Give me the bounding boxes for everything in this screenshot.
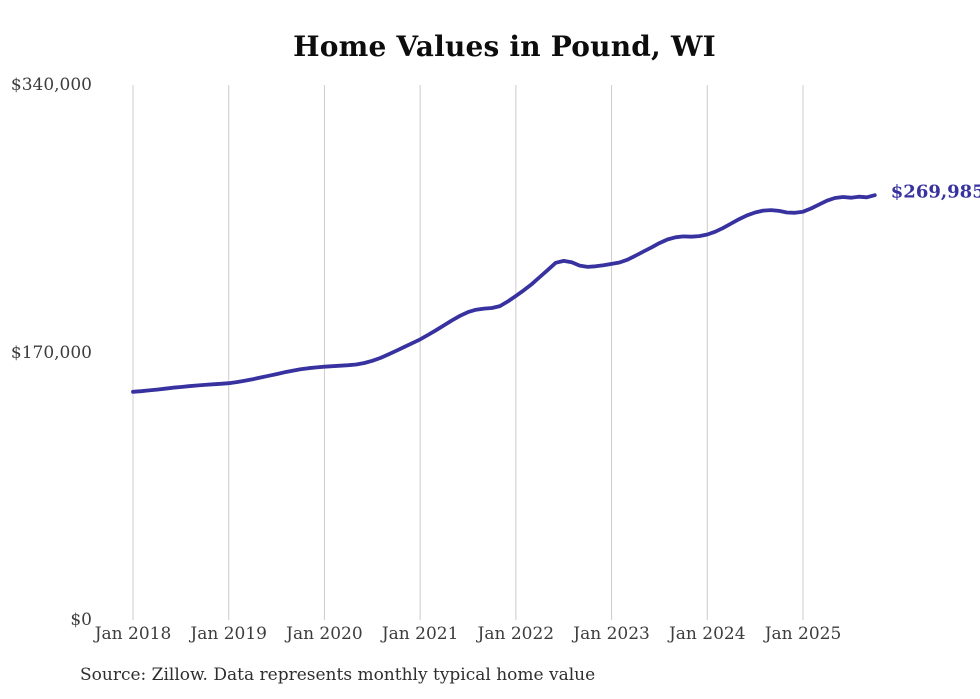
x-tick-label: Jan 2020 <box>286 624 363 644</box>
y-tick-label: $170,000 <box>10 342 92 363</box>
latest-value-label: $269,985 <box>890 181 980 203</box>
source-note: Source: Zillow. Data represents monthly … <box>80 665 596 685</box>
x-tick-label: Jan 2023 <box>573 624 650 644</box>
y-tick-label: $0 <box>70 610 92 630</box>
y-tick-label: $340,000 <box>10 75 92 95</box>
x-tick-label: Jan 2025 <box>764 624 842 644</box>
x-tick-label: Jan 2024 <box>668 624 746 644</box>
x-tick-label: Jan 2018 <box>94 624 172 644</box>
x-tick-label: Jan 2021 <box>381 624 459 644</box>
chart-title: Home Values in Pound, WI <box>293 30 716 63</box>
x-tick-label: Jan 2019 <box>190 624 267 644</box>
gridlines-group <box>132 85 804 620</box>
x-tick-label: Jan 2022 <box>477 624 555 644</box>
home-value-line <box>131 193 877 394</box>
